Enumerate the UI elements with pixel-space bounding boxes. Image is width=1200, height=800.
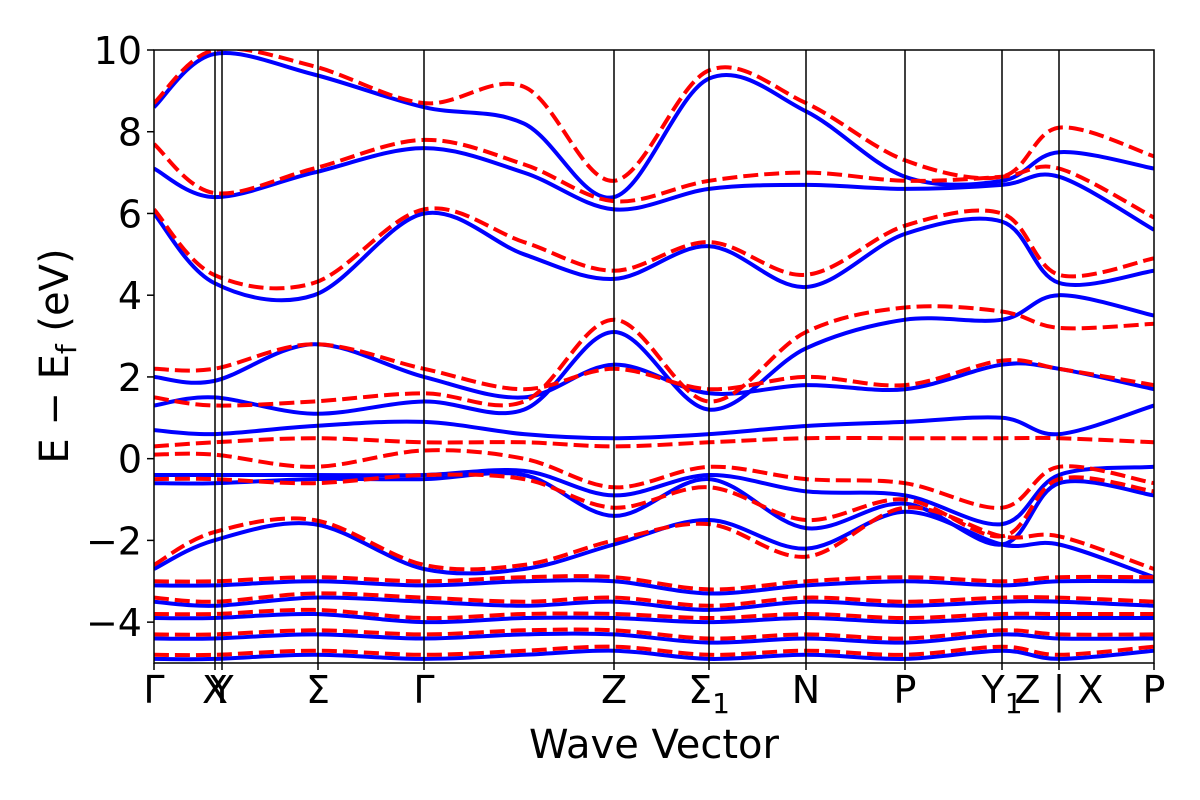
y-tick-label-5: 6 bbox=[118, 192, 142, 236]
bands-layer bbox=[154, 50, 1154, 662]
y-tick-label-1: −2 bbox=[86, 519, 142, 563]
x-tick-label-8: P bbox=[894, 668, 917, 712]
y-tick-label-0: −4 bbox=[86, 601, 142, 645]
solid-band-line-12 bbox=[154, 631, 1154, 645]
y-tick-label-6: 8 bbox=[118, 111, 142, 155]
x-tick-label-2: Y bbox=[209, 668, 234, 712]
y-axis-title-tail: (eV) bbox=[32, 248, 78, 344]
y-axis-ticks: −4 −2 0 2 4 6 8 10 bbox=[86, 29, 154, 645]
x-tick-label-3: Σ bbox=[306, 668, 330, 712]
y-tick-label-2: 0 bbox=[118, 438, 142, 482]
dashed-band-line-7 bbox=[154, 472, 1154, 539]
x-axis-title: Wave Vector bbox=[529, 722, 780, 768]
solid-band-line-1 bbox=[154, 146, 1154, 232]
x-tick-label-9: Y1 bbox=[980, 668, 1022, 720]
x-tick-label-7: N bbox=[792, 668, 820, 712]
dashed-band-line-2 bbox=[154, 206, 1154, 291]
high-symmetry-lines bbox=[214, 50, 1060, 663]
dashed-band-line-0 bbox=[154, 50, 1154, 183]
solid-band-line-5 bbox=[154, 403, 1154, 441]
dashed-band-line-6 bbox=[154, 448, 1154, 510]
solid-band-line-7 bbox=[154, 470, 1154, 547]
x-tick-label-11: P bbox=[1143, 668, 1166, 712]
y-tick-label-7: 10 bbox=[94, 29, 142, 73]
x-tick-label-1: X bbox=[202, 668, 228, 712]
y-axis-title-main: E − E bbox=[32, 354, 78, 464]
plot-frame bbox=[153, 49, 1155, 664]
y-axis-title-sub: f bbox=[50, 343, 83, 354]
y-tick-label-4: 4 bbox=[118, 274, 142, 318]
x-tick-label-6: Σ1 bbox=[688, 668, 730, 720]
y-tick-label-3: 2 bbox=[118, 356, 142, 400]
solid-band-line-8 bbox=[154, 509, 1154, 580]
dashed-band-line-5 bbox=[154, 435, 1154, 449]
x-tick-label-4: Γ bbox=[413, 668, 434, 712]
y-axis-title: E − Ef (eV) bbox=[32, 248, 83, 463]
solid-band-line-6 bbox=[154, 464, 1154, 527]
x-tick-label-0: Γ bbox=[143, 668, 164, 712]
x-tick-label-10: Z | X bbox=[1014, 668, 1103, 713]
dashed-band-line-1 bbox=[154, 137, 1154, 220]
dashed-band-line-8 bbox=[154, 505, 1154, 572]
dashed-band-line-4 bbox=[154, 304, 1154, 408]
x-tick-label-5: Z bbox=[601, 668, 627, 712]
